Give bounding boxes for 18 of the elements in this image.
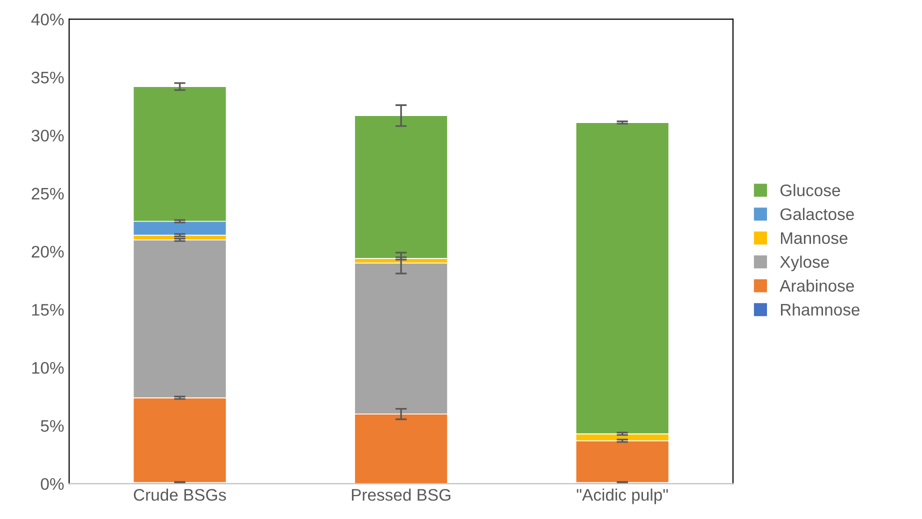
y-tick-label: 15% [32,304,64,316]
y-tick-label: 10% [32,362,64,374]
legend-label: Rhamnose [780,303,860,316]
legend-label: Galactose [780,208,854,220]
x-tick-label: Pressed BSG [352,488,450,501]
x-tick-label: Crude BSGs [134,488,226,501]
legend-label: Arabinose [780,279,854,292]
legend-label: Mannose [780,232,848,244]
y-tick-label: 0% [40,478,64,490]
y-tick-label: 40% [31,14,64,26]
y-tick-label: 35% [32,72,64,84]
y-tick-label: 20% [32,246,64,258]
y-tick-label: 25% [32,188,64,200]
y-tick-label: 5% [40,420,64,432]
x-tick-label: "Acidic pulp" [576,488,668,504]
y-tick-label: 30% [32,130,64,142]
legend-label: Xylose [780,256,829,272]
legend-label: Glucose [780,184,840,196]
